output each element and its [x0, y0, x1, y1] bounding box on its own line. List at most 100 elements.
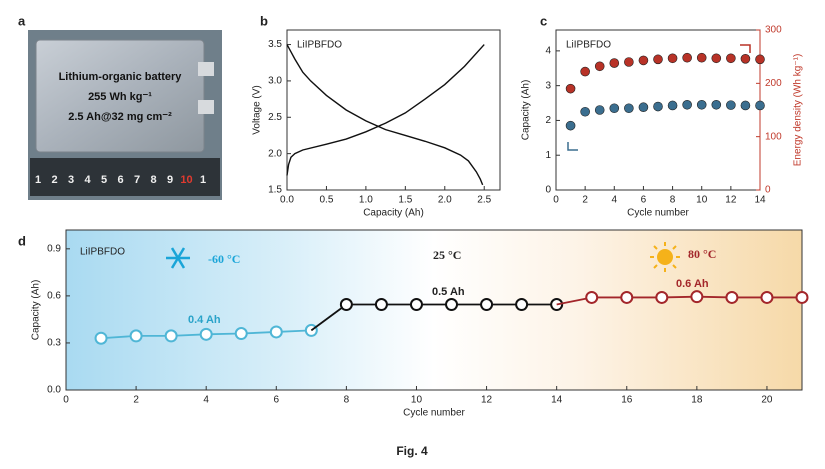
y-tick-label: 2	[545, 115, 551, 126]
ruler-label: 6	[117, 174, 123, 186]
data-point	[409, 298, 423, 312]
data-point	[594, 105, 605, 115]
data-point	[565, 120, 576, 131]
ruler-label: 1	[35, 174, 41, 186]
data-point	[374, 298, 388, 312]
x-tick-label: 8	[344, 395, 350, 406]
annotation: LiIPBFDO	[566, 40, 611, 51]
x-tick-label: 8	[670, 195, 676, 206]
data-point	[94, 331, 108, 345]
data-point	[480, 298, 494, 312]
connector	[310, 303, 347, 332]
y-tick-label: 0.3	[47, 338, 61, 349]
data-point	[609, 58, 620, 68]
y-tick-label: 3.5	[268, 39, 282, 50]
x-tick-label: 18	[691, 395, 703, 406]
x-tick-label: 6	[641, 195, 647, 206]
panel-label: b	[260, 13, 268, 28]
x-tick-label: 10	[696, 195, 708, 206]
data-point	[740, 100, 751, 111]
y-tick-label: 1	[545, 150, 551, 161]
sun-icon	[650, 242, 680, 272]
panel-label: a	[18, 13, 26, 28]
data-point	[515, 298, 529, 312]
x-axis-label: Capacity (Ah)	[363, 208, 424, 219]
tab	[198, 62, 214, 76]
y-tick-label: 2.0	[268, 148, 282, 159]
y2-tick-label: 300	[765, 25, 782, 36]
series-line	[286, 44, 484, 186]
ruler-label: 1	[200, 174, 206, 186]
data-point	[755, 100, 765, 111]
y2-tick-label: 100	[765, 131, 782, 142]
x-tick-label: 16	[621, 395, 633, 406]
annotation: 25 °C	[433, 248, 461, 262]
x-tick-label: 0	[63, 395, 69, 406]
y-tick-label: 0.0	[47, 385, 61, 396]
x-tick-label: 2.0	[438, 195, 452, 206]
ruler-label: 7	[134, 174, 140, 186]
annotation: -60 °C	[208, 252, 240, 266]
x-tick-label: 10	[411, 395, 423, 406]
ruler-label: 3	[68, 174, 74, 186]
data-point	[760, 290, 774, 304]
annotation: 0.6 Ah	[676, 278, 709, 290]
series-line	[286, 44, 485, 176]
data-point	[740, 53, 751, 64]
x-tick-label: 1.0	[359, 195, 373, 206]
data-point	[667, 100, 678, 111]
data-point	[609, 103, 620, 114]
x-tick-label: 20	[761, 395, 773, 406]
battery-photo: Lithium-organic battery 255 Wh kg⁻¹ 2.5 …	[28, 30, 222, 200]
data-point	[667, 53, 678, 64]
tab	[198, 100, 214, 114]
data-point	[682, 99, 692, 110]
data-point	[580, 66, 590, 77]
data-point	[755, 54, 765, 65]
y2-tick-label: 0	[765, 185, 771, 196]
data-point	[585, 290, 599, 304]
data-point	[620, 290, 634, 304]
data-point	[445, 298, 459, 312]
snowflake-icon	[166, 247, 190, 269]
x-tick-label: 2	[582, 195, 588, 206]
photo-text: Lithium-organic battery	[59, 71, 183, 83]
pouch-cell	[35, 39, 205, 153]
data-point	[594, 61, 605, 72]
axis-indicator	[740, 44, 751, 53]
data-point	[653, 54, 663, 65]
x-tick-label: 2	[133, 395, 139, 406]
y-axis-label: Capacity (Ah)	[31, 280, 42, 341]
ruler-label: 9	[167, 174, 173, 186]
x-tick-label: 4	[612, 195, 618, 206]
data-point	[655, 290, 669, 304]
x-tick-label: 6	[274, 395, 280, 406]
axis-indicator	[567, 142, 578, 151]
data-point	[711, 53, 722, 64]
panel-label: c	[540, 13, 547, 28]
data-point	[565, 83, 576, 94]
x-axis-label: Cycle number	[403, 408, 465, 419]
data-point	[711, 99, 722, 110]
annotation: 0.4 Ah	[188, 314, 221, 326]
x-tick-label: 12	[481, 395, 493, 406]
x-tick-label: 1.5	[398, 195, 412, 206]
data-point	[638, 102, 649, 113]
y-tick-label: 0.6	[47, 291, 61, 302]
caption: Fig. 4	[396, 444, 428, 458]
data-point	[690, 290, 704, 304]
ruler-label: 8	[150, 174, 156, 186]
y2-axis-label: Energy density (Wh kg⁻¹)	[793, 54, 804, 167]
x-tick-label: 2.5	[477, 195, 491, 206]
y-tick-label: 3	[545, 80, 551, 91]
ruler-label: 10	[180, 174, 192, 186]
x-tick-label: 14	[754, 195, 766, 206]
plot-frame	[65, 229, 803, 391]
data-point	[234, 327, 248, 341]
annotation: LiIPBFDO	[80, 247, 125, 258]
y-axis-label: Capacity (Ah)	[521, 80, 532, 141]
data-point	[726, 100, 736, 110]
panel-label: d	[18, 233, 26, 248]
annotation: 80 °C	[688, 247, 716, 261]
